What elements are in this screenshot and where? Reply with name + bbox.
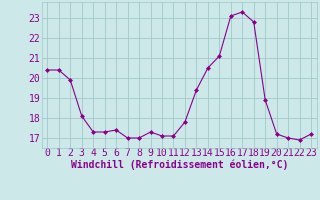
X-axis label: Windchill (Refroidissement éolien,°C): Windchill (Refroidissement éolien,°C) — [70, 159, 288, 170]
